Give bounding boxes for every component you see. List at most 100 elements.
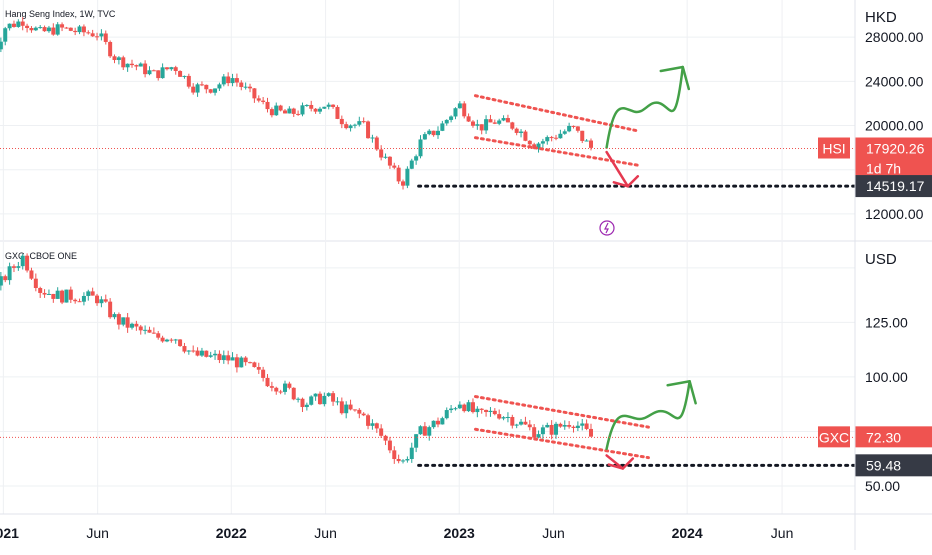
- candle-body: [348, 404, 353, 410]
- candle-body: [217, 353, 222, 361]
- candle-body: [151, 332, 156, 334]
- candle-body: [204, 84, 209, 90]
- candle-body: [38, 27, 43, 29]
- candle-body: [440, 418, 445, 425]
- flash-icon-bolt: [604, 222, 609, 234]
- candle-body: [414, 156, 419, 161]
- candle-body: [536, 143, 541, 149]
- candle-body: [370, 423, 375, 426]
- candle-body: [317, 108, 322, 112]
- candle-body: [584, 140, 589, 142]
- currency-label: HKD: [865, 9, 897, 26]
- candle-body: [20, 255, 25, 267]
- candle-body: [409, 447, 414, 460]
- candle-body: [466, 402, 471, 412]
- candle-body: [444, 410, 449, 419]
- candle-body: [554, 423, 559, 435]
- series-title: Hang Seng Index, 1W, TVC: [5, 9, 116, 19]
- time-axis-label: Jun: [314, 525, 337, 541]
- series-title: GXC, CBOE ONE: [5, 251, 77, 261]
- last-price-box: [855, 137, 932, 180]
- symbol-tag: [818, 426, 850, 448]
- candle-body: [287, 108, 292, 114]
- symbol-tag-label: GXC: [819, 429, 849, 445]
- candle-body: [418, 426, 423, 435]
- candle-body: [60, 24, 65, 28]
- candle-body: [208, 89, 213, 93]
- candle-body: [396, 459, 401, 462]
- candle-body: [558, 133, 563, 139]
- candle-body: [484, 409, 489, 413]
- candle-body: [55, 24, 60, 35]
- candle-body: [116, 57, 121, 61]
- candle-body: [178, 71, 183, 77]
- candle-body: [81, 26, 86, 33]
- candle-body: [396, 167, 401, 182]
- candle-body: [7, 266, 12, 281]
- candle-body: [501, 118, 506, 121]
- candle-body: [488, 119, 493, 123]
- candle-body: [300, 105, 305, 115]
- flash-icon[interactable]: [599, 220, 615, 236]
- level-price-box: [855, 454, 932, 477]
- candle-body: [130, 323, 135, 328]
- candle-body: [366, 121, 371, 139]
- candle-body: [51, 27, 56, 35]
- candle-body: [344, 404, 349, 414]
- candle-body: [291, 108, 296, 114]
- candle-body: [514, 424, 519, 426]
- candle-body: [265, 377, 270, 387]
- scenario-down-arrow: [605, 454, 625, 470]
- candle-body: [143, 63, 148, 75]
- candle-body: [3, 276, 8, 281]
- candle-body: [588, 428, 593, 437]
- candle-body: [505, 118, 510, 123]
- scenario-down-arrowhead: [607, 457, 635, 470]
- candle-body: [357, 409, 362, 414]
- candle-body: [230, 357, 235, 361]
- candle-body: [588, 140, 593, 148]
- candle-body: [68, 289, 73, 300]
- candle-body: [571, 125, 576, 127]
- time-axis-label: 2023: [444, 525, 475, 541]
- candle-body: [239, 82, 244, 88]
- candle-body: [392, 450, 397, 460]
- candle-body: [370, 137, 375, 139]
- candle-body: [169, 67, 174, 70]
- candle-body: [125, 317, 130, 328]
- candle-body: [427, 130, 432, 135]
- candle-body: [138, 63, 143, 67]
- candle-body: [55, 290, 60, 299]
- candle-body: [331, 393, 336, 402]
- candle-body: [352, 409, 357, 411]
- candle-body: [401, 460, 406, 462]
- candle-body: [317, 393, 322, 405]
- candle-body: [173, 339, 178, 341]
- candle-body: [335, 106, 340, 119]
- candle-body: [554, 137, 559, 139]
- candle-body: [178, 339, 183, 347]
- candle-body: [558, 423, 563, 427]
- candle-body: [580, 130, 585, 141]
- candle-body: [99, 33, 104, 37]
- scenario-up-arrow: [605, 380, 691, 451]
- candle-body: [379, 428, 384, 436]
- candle-body: [484, 119, 489, 131]
- candle-body: [261, 100, 266, 102]
- candle-body: [453, 108, 458, 117]
- candle-body: [435, 420, 440, 425]
- candle-body: [449, 408, 454, 411]
- candle-body: [269, 109, 274, 116]
- candle-body: [121, 57, 126, 68]
- candle-body: [523, 421, 528, 425]
- candle-body: [387, 156, 392, 166]
- candle-body: [86, 291, 91, 296]
- candle-body: [274, 105, 279, 116]
- candle-body: [116, 314, 121, 325]
- candle-body: [125, 63, 130, 68]
- candle-body: [322, 106, 327, 109]
- candle-body: [479, 408, 484, 410]
- candle-body: [392, 165, 397, 168]
